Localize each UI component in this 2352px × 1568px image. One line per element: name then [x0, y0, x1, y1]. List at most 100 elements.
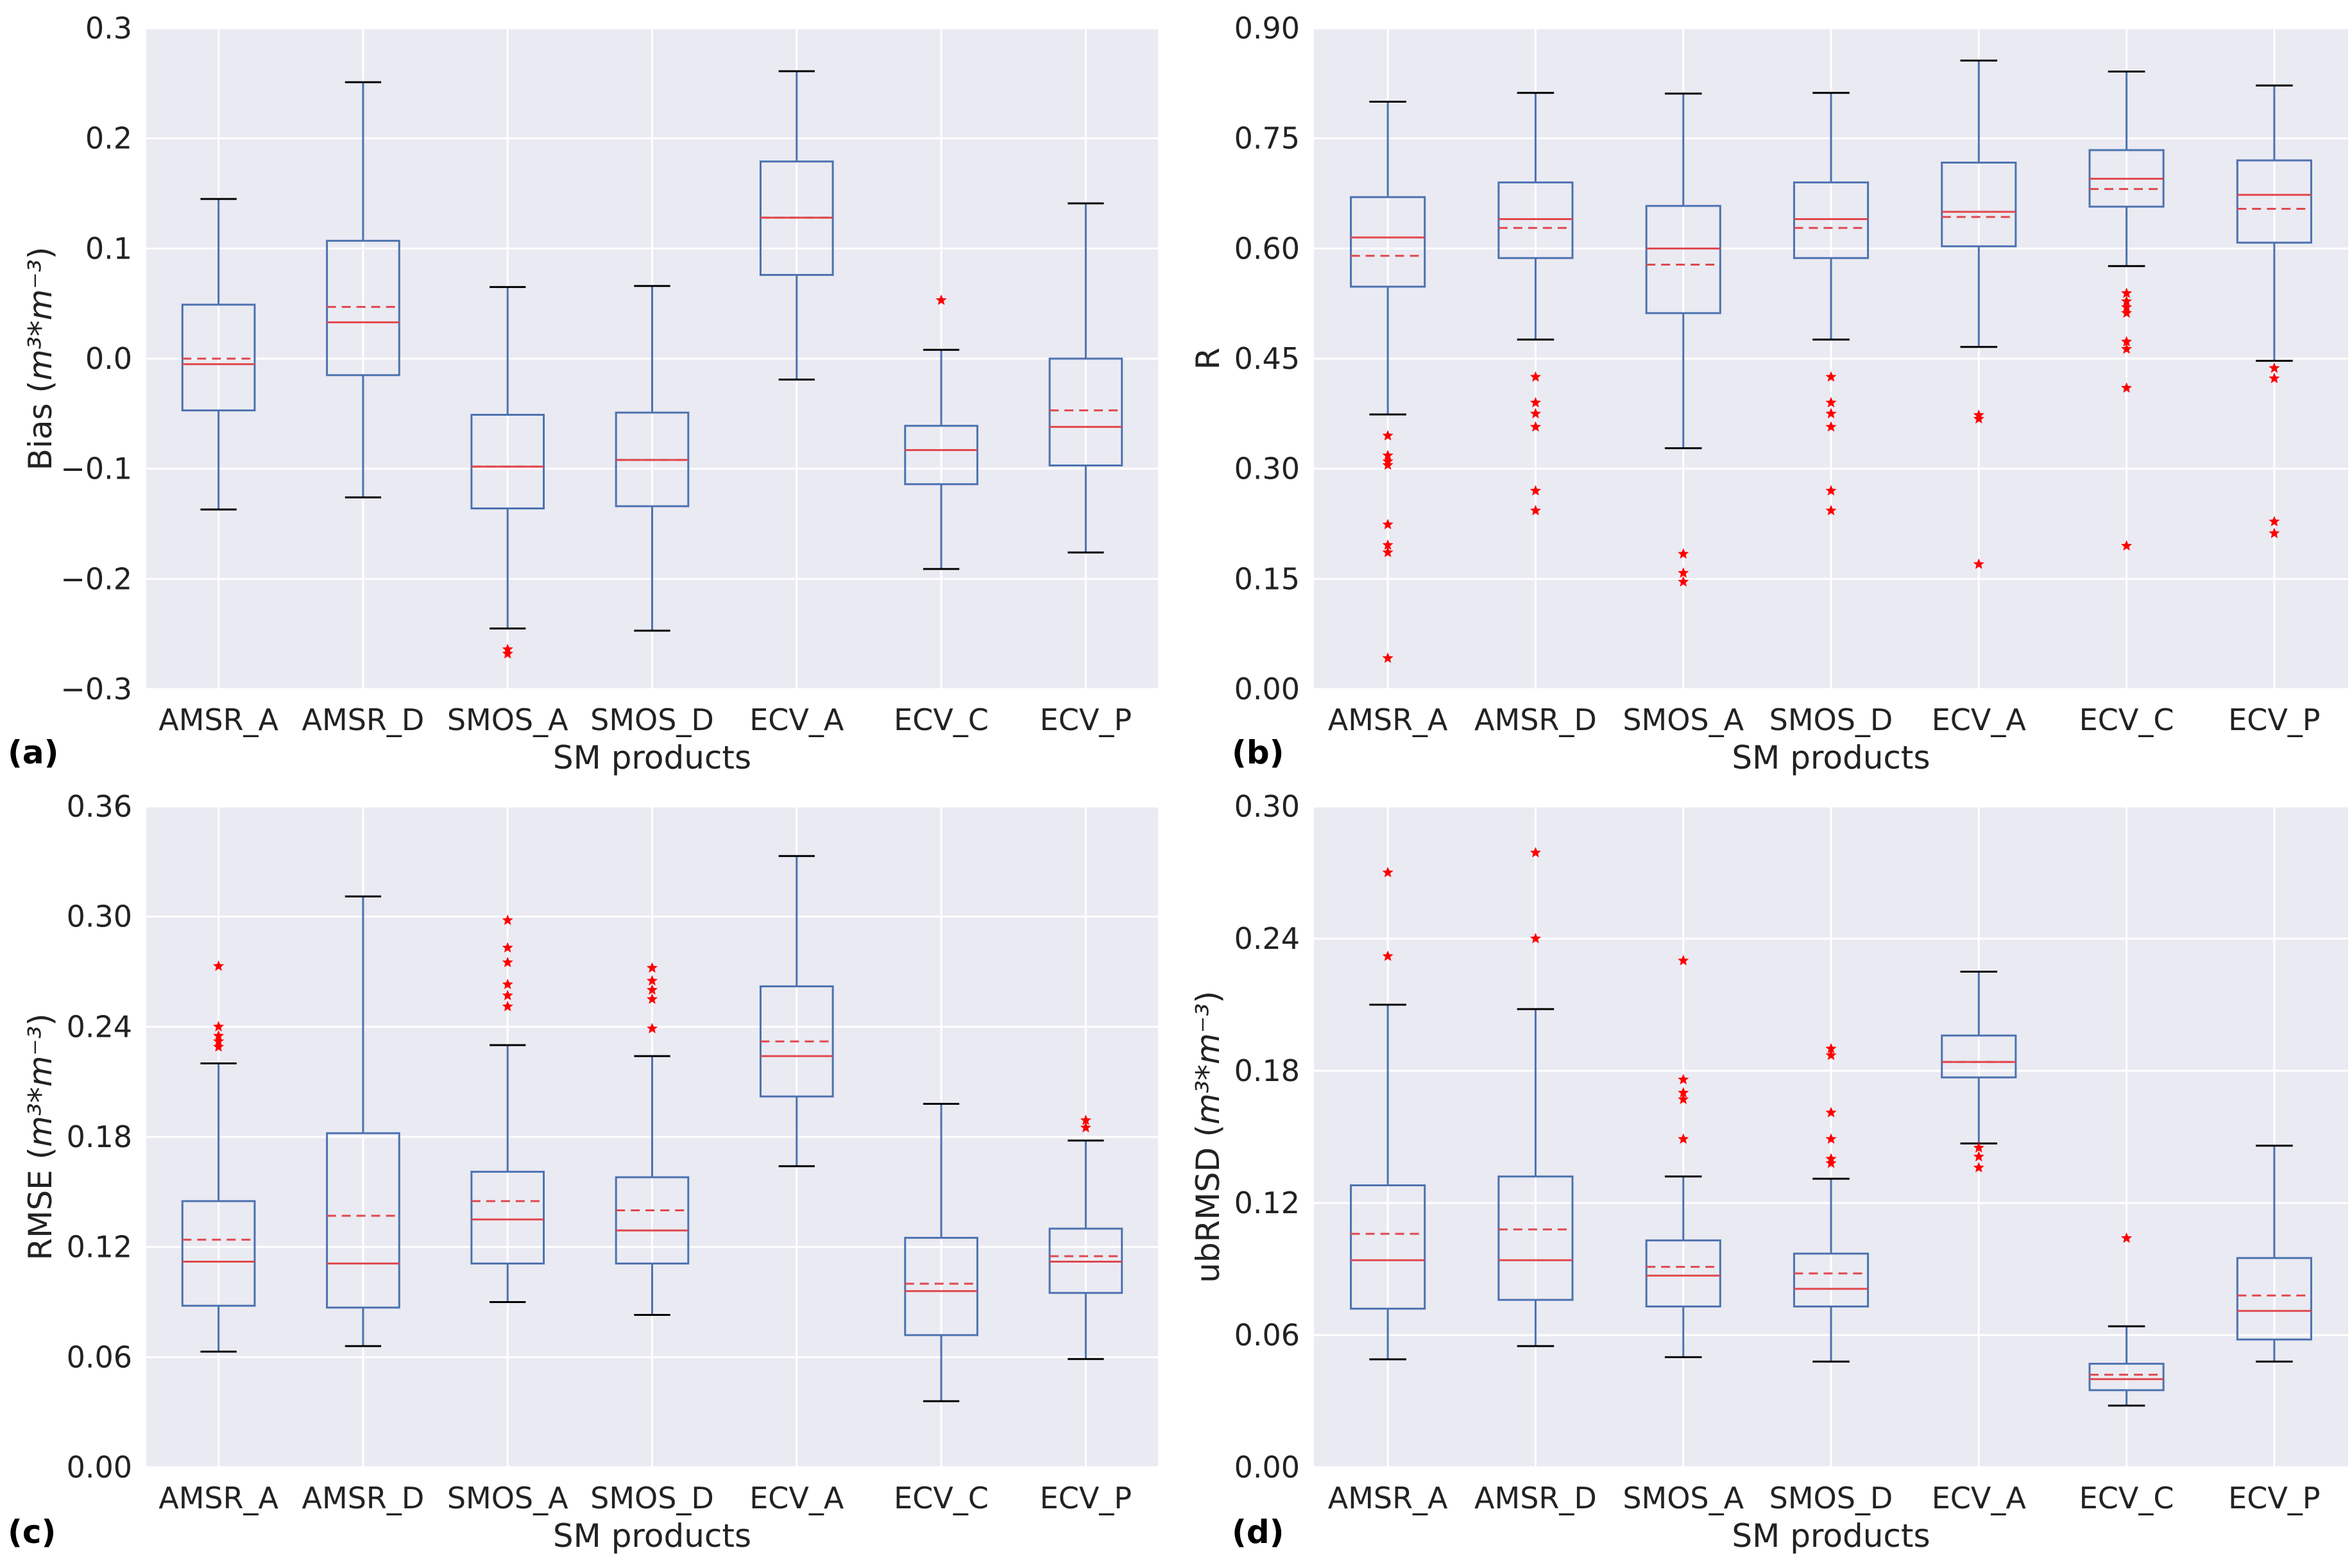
x-tick-label: ECV_A [1932, 1481, 2027, 1515]
x-tick-label: ECV_A [749, 703, 844, 737]
y-tick-label: 0.12 [1234, 1186, 1300, 1220]
box-smos-a [470, 914, 545, 1303]
outlier-point [1530, 504, 1541, 516]
iqr-box [181, 303, 256, 412]
outlier-point [1973, 558, 1984, 569]
outlier-point [1382, 450, 1393, 461]
outlier-point [1825, 1050, 1837, 1061]
x-axis-label: SM products [553, 1517, 751, 1555]
outlier-point [2269, 362, 2280, 373]
panel-a-bias: −0.3 −0.2 −0.1 0.0 0.1 0.2 0.3 AMSR_A AMSR_D SMOS… [8, 11, 1158, 776]
box-smos-a [1645, 955, 1721, 1358]
y-tick-label: −0.3 [60, 672, 132, 706]
iqr-box [326, 1132, 400, 1309]
box-ecv-a [1941, 59, 2017, 569]
outlier-point [1382, 652, 1393, 663]
outlier-point [1973, 1142, 1984, 1153]
y-tick-label: 0.18 [1234, 1053, 1300, 1088]
x-tick-label: ECV_C [894, 1481, 989, 1515]
x-tick-label: SMOS_A [447, 703, 568, 737]
outlier-point [935, 294, 947, 305]
outlier-point [213, 960, 225, 971]
outlier-point [1825, 1043, 1837, 1053]
box-ecv-c [2088, 71, 2165, 551]
outlier-point [2121, 1232, 2133, 1243]
iqr-box [1941, 1034, 2017, 1078]
box-amsr-a [181, 960, 256, 1353]
outlier-point [2121, 301, 2133, 312]
y-tick-label: 0.18 [67, 1120, 132, 1154]
iqr-box [615, 1176, 690, 1265]
x-tick-label: ECV_P [2228, 703, 2320, 737]
x-tick-label: SMOS_A [1623, 1481, 1744, 1515]
outlier-point [1825, 396, 1837, 407]
outlier-point [1678, 548, 1689, 559]
iqr-box [181, 1200, 256, 1307]
y-tick-label: 0.30 [67, 899, 132, 934]
box-ecv-p [2236, 1145, 2312, 1363]
outlier-point [646, 984, 658, 995]
box-amsr-a [1350, 100, 1426, 663]
outlier-point [2121, 287, 2133, 298]
box-ecv-p [1048, 202, 1123, 554]
outlier-point [1530, 407, 1541, 419]
box-ecv-a [1941, 971, 2017, 1173]
y-tick-label: −0.1 [60, 452, 132, 486]
x-tick-label: ECV_P [1040, 703, 1132, 737]
box-smos-d [615, 962, 690, 1317]
panel-c-rmse: 0.00 0.06 0.12 0.18 0.24 0.30 0.36 AMSR_A AMSR_D… [8, 789, 1158, 1555]
iqr-box [1350, 196, 1426, 288]
outlier-point [1530, 396, 1541, 407]
iqr-box [1793, 181, 1870, 259]
x-tick-label: SMOS_A [447, 1481, 568, 1515]
outlier-point [1825, 371, 1837, 382]
x-tick-label: AMSR_A [158, 1481, 278, 1515]
outlier-point [1678, 1093, 1689, 1104]
box-smos-a [1645, 92, 1721, 587]
box-smos-d [615, 285, 690, 632]
x-axis-label: SM products [553, 739, 751, 776]
y-tick-label: 0.1 [85, 231, 132, 266]
outlier-point [2121, 540, 2133, 551]
x-tick-label: ECV_C [2079, 703, 2174, 737]
y-tick-label: 0.30 [1234, 452, 1300, 486]
iqr-box [470, 414, 545, 509]
x-tick-label: AMSR_D [1474, 1481, 1597, 1515]
iqr-box [1645, 205, 1721, 314]
x-tick-label: AMSR_D [302, 703, 425, 737]
iqr-box [904, 425, 978, 486]
outlier-point [2121, 307, 2133, 318]
box-amsr-d [326, 81, 400, 499]
outlier-point [1530, 485, 1541, 496]
outlier-point [1825, 421, 1837, 432]
outlier-point [502, 957, 513, 967]
x-tick-label: ECV_P [1040, 1481, 1132, 1515]
x-tick-label: ECV_A [749, 1481, 844, 1515]
outlier-point [1825, 504, 1837, 516]
panel-b-correlation: 0.00 0.15 0.30 0.45 0.60 0.75 0.90 AMSR_A AMSR_D… [1189, 11, 2348, 776]
outlier-point [2269, 516, 2280, 527]
y-axis-label: R [1189, 348, 1227, 370]
x-axis-label: SM products [1732, 739, 1930, 776]
outlier-point [2121, 382, 2133, 393]
y-tick-label: 0.60 [1234, 231, 1300, 266]
iqr-box [470, 1170, 545, 1265]
panel-d-ubrmsd: 0.00 0.06 0.12 0.18 0.24 0.30 AMSR_A AMSR_D SMOS… [1189, 789, 2348, 1555]
y-tick-label: −0.2 [60, 561, 132, 596]
y-tick-label: 0.00 [1234, 672, 1300, 706]
y-tick-label: 0.30 [1234, 789, 1300, 824]
outlier-point [1382, 867, 1393, 878]
y-tick-label: 0.00 [67, 1450, 132, 1485]
outlier-point [1825, 1157, 1837, 1168]
outlier-point [1678, 1133, 1689, 1144]
iqr-box [2088, 1363, 2165, 1392]
outlier-point [213, 1041, 225, 1052]
box-amsr-d [1497, 92, 1574, 516]
panel-tag: (d) [1232, 1513, 1284, 1551]
outlier-point [1678, 1087, 1689, 1098]
outlier-point [2121, 295, 2133, 306]
box-ecv-c [2088, 1232, 2165, 1407]
outlier-point [646, 993, 658, 1004]
outlier-point [646, 962, 658, 973]
x-tick-label: SMOS_D [1769, 1481, 1893, 1515]
